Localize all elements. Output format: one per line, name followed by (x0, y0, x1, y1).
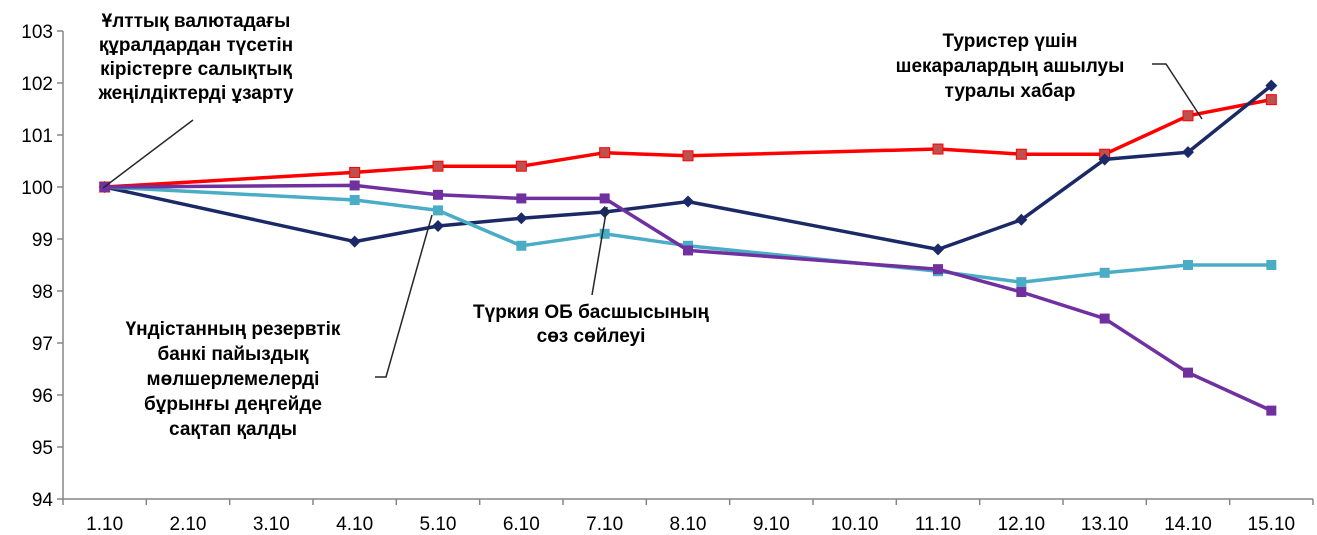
y-tick-label: 103 (21, 22, 53, 43)
annotation-line: Үндістанның резервтік (126, 319, 341, 340)
data-point (1098, 153, 1111, 166)
data-point (682, 150, 694, 162)
y-tick-label: 100 (21, 178, 53, 199)
data-point (349, 180, 360, 191)
y-tick-label: 98 (32, 282, 53, 303)
x-tick-label: 1.10 (86, 514, 123, 535)
data-point (932, 243, 944, 256)
data-point (1016, 287, 1027, 298)
x-tick-label: 5.10 (420, 514, 457, 535)
x-tick-label: 10.10 (831, 514, 879, 535)
callout-lines (102, 63, 1203, 378)
y-tick-label: 94 (32, 490, 54, 511)
data-point (348, 235, 361, 248)
data-point (933, 264, 943, 275)
callout-line (375, 214, 433, 378)
data-point (515, 212, 528, 225)
annotation-text: Туристер үшін шекаралардың ашылуы туралы х… (896, 31, 1125, 102)
data-point (1182, 146, 1194, 159)
data-point (515, 160, 527, 172)
data-point (1016, 277, 1027, 288)
y-tick-label: 101 (21, 126, 53, 147)
data-point (349, 166, 361, 178)
data-point (1265, 79, 1278, 92)
series-layer (98, 79, 1278, 416)
x-tick-label: 4.10 (336, 514, 373, 535)
annotation-line: Ұлттық валютадағы (102, 11, 291, 32)
data-point (1099, 267, 1110, 278)
data-point (932, 143, 944, 155)
series-line (104, 97, 1272, 189)
annotation-line: Түркия ОБ басшысының (473, 302, 709, 323)
callout-line (1152, 63, 1203, 120)
annotation-layer: Ұлттық валютадағы құралдардан түсетін кірі… (97, 11, 1124, 440)
annotation-line: мөлшерлемелерді (147, 369, 320, 390)
series-1 (99, 94, 1277, 193)
data-point (516, 240, 527, 251)
y-tick-label: 96 (32, 386, 53, 407)
x-tick-label: 3.10 (253, 514, 290, 535)
series-2 (98, 79, 1278, 256)
callout-line (102, 119, 194, 189)
data-point (1266, 405, 1277, 416)
annotation-line: шекаралардың ашылуы (896, 56, 1125, 77)
annotation-line: кірістерге салықтық (100, 59, 292, 80)
data-point (682, 195, 694, 208)
y-tick-label: 99 (32, 230, 53, 251)
annotation-text: Түркия ОБ басшысының сөз сөйлеуі (473, 302, 709, 347)
data-point (349, 195, 360, 205)
data-point (1265, 94, 1277, 106)
annotation-text: Ұлттық валютадағы құралдардан түсетін кірі… (97, 11, 294, 104)
y-tick-label: 95 (32, 438, 53, 459)
data-point (433, 205, 443, 216)
y-tick-label: 97 (32, 334, 53, 355)
series-line (104, 84, 1273, 252)
data-point (432, 160, 444, 172)
x-tick-label: 14.10 (1164, 514, 1212, 535)
annotation-line: құралдардан түсетін (99, 35, 293, 56)
x-tick-label: 15.10 (1248, 514, 1296, 535)
annotation-line: сақтап қалды (169, 419, 297, 440)
annotation-line: бұрынғы деңгейде (144, 394, 322, 415)
data-point (599, 193, 610, 204)
y-tick-label: 102 (21, 74, 53, 95)
data-point (1266, 260, 1277, 270)
data-point (599, 147, 611, 159)
annotation-line: Туристер үшін (943, 31, 1078, 52)
x-tick-label: 11.10 (915, 514, 961, 535)
x-tick-label: 7.10 (586, 514, 623, 535)
data-point (432, 220, 444, 232)
annotation-line: туралы хабар (945, 81, 1076, 102)
data-point (1015, 148, 1027, 160)
data-point (683, 245, 693, 256)
annotation-line: сөз сөйлеуі (537, 326, 646, 347)
axes: 94 95 96 97 98 99 100 101 102 103 1.10 2.10 3.10 4.10… (21, 22, 1314, 535)
data-point (1099, 313, 1110, 324)
data-point (1183, 260, 1193, 270)
annotation-line: жеңілдіктерді ұзарту (97, 83, 294, 104)
data-point (433, 189, 443, 200)
data-point (599, 228, 610, 239)
x-tick-label: 2.10 (170, 514, 207, 535)
data-point (516, 193, 527, 204)
callout-line (591, 206, 608, 296)
data-point (598, 205, 611, 218)
x-tick-label: 8.10 (670, 514, 707, 535)
data-point (1182, 110, 1194, 122)
data-point (1015, 213, 1028, 226)
x-tick-label: 9.10 (753, 514, 790, 535)
x-tick-label: 6.10 (503, 514, 540, 535)
x-tick-label: 12.10 (998, 514, 1046, 535)
annotation-text: Үндістанның резервтік банкі пайыздық мөлше… (126, 319, 341, 440)
x-tick-label: 13.10 (1081, 514, 1129, 535)
data-point (1183, 367, 1193, 378)
annotation-line: банкі пайыздық (157, 344, 309, 365)
